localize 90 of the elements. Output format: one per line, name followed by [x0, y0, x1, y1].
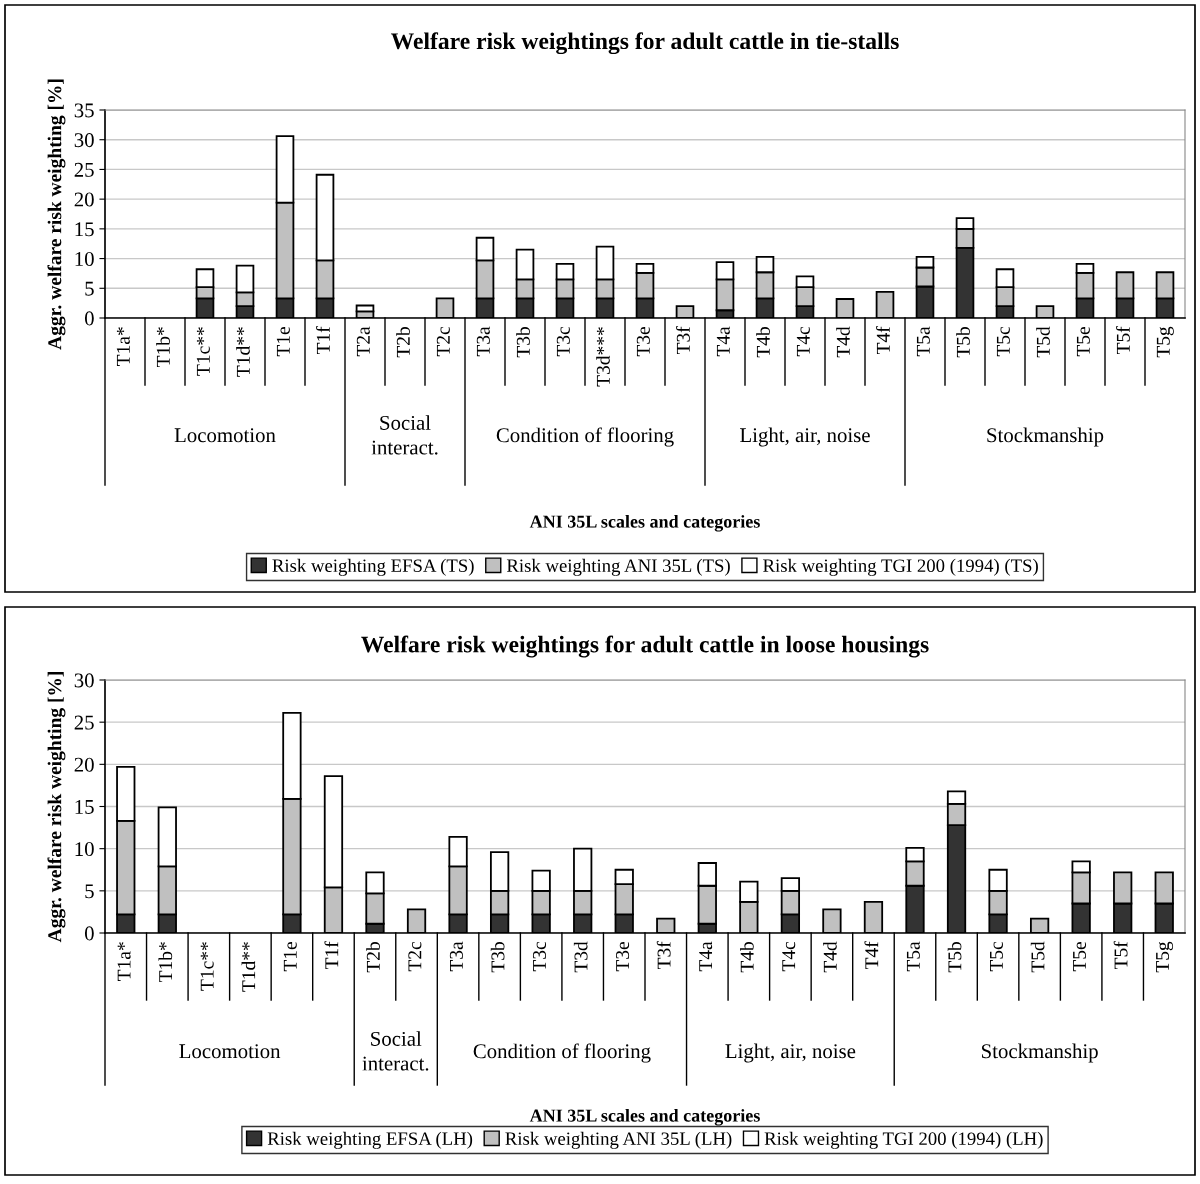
x-tick-label: T3a	[476, 326, 490, 357]
y-tick-label: 0	[84, 311, 94, 326]
x-tick-label: T3d***	[596, 327, 610, 387]
x-tick-label: T1c**	[200, 942, 214, 991]
x-tick-label: T2c	[408, 941, 422, 972]
x-tick-label: T4f	[864, 941, 879, 970]
x-tick-label: T4c	[796, 326, 810, 357]
text: Stockmanship	[981, 1043, 1098, 1063]
x-tick-label: T3b	[516, 327, 530, 358]
y-axis-title: Aggr. welfare risk weighting [%]	[47, 79, 66, 350]
x-tick-label: T5a	[906, 941, 920, 972]
chart-title: Welfare risk weightings for adult cattle in tie-stalls	[390, 32, 899, 55]
text: Locomotion	[179, 1044, 281, 1059]
x-tick-label: T5b	[947, 942, 962, 973]
x-tick-label: T3b	[490, 942, 505, 973]
x-tick-label: T1a*	[116, 327, 130, 366]
text: Condition of flooring	[496, 427, 674, 447]
x-tick-label: T1b*	[158, 942, 173, 983]
x-tick-label: T2c	[436, 326, 450, 357]
y-tick-label: 25	[74, 715, 94, 730]
legend-label: Risk weighting ANI 35L (LH)	[505, 1131, 732, 1149]
y-tick-label: 35	[74, 103, 94, 118]
x-tick-label: T4d	[836, 326, 850, 358]
x-tick-label: T4b	[740, 942, 754, 973]
x-tick-label: T4d	[823, 941, 837, 973]
text: Social interact.	[371, 415, 438, 455]
x-tick-label: T5b	[956, 327, 970, 358]
x-tick-label: T1f	[315, 326, 330, 355]
y-tick-label: 20	[74, 757, 94, 772]
x-tick-label: T5c	[990, 941, 1003, 972]
x-tick-label: T3f	[656, 941, 671, 970]
y-tick-label: 15	[75, 799, 94, 814]
x-tick-label: T1c**	[196, 327, 210, 376]
x-tick-label: T5d	[1030, 941, 1045, 973]
x-tick-label: T5d	[1036, 326, 1050, 358]
x-tick-label: T1e	[283, 942, 297, 972]
x-tick-label: T4c	[782, 941, 796, 972]
y-tick-label: 20	[74, 192, 94, 207]
y-tick-label: 0	[84, 926, 94, 941]
x-tick-label: T5e	[1076, 327, 1090, 357]
x-tick-label: T1b*	[156, 327, 170, 368]
y-tick-label: 25	[74, 162, 94, 177]
y-axis-title: Aggr. welfare risk weighting [%]	[47, 672, 66, 943]
legend-label: Risk weighting EFSA (TS)	[272, 558, 474, 576]
text: Locomotion	[174, 428, 276, 443]
x-axis-title: ANI 35L scales and categories	[529, 1109, 760, 1126]
text: Social interact.	[362, 1031, 429, 1071]
y-tick-label: 30	[74, 673, 94, 688]
x-tick-label: T3e	[616, 942, 630, 972]
x-tick-label: T3e	[636, 327, 650, 357]
x-tick-label: T1d**	[236, 327, 250, 377]
x-axis-title: ANI 35L scales and categories	[529, 515, 760, 532]
x-tick-label: T1d**	[241, 942, 256, 992]
x-tick-label: T3c	[556, 326, 570, 357]
x-tick-label: T5f	[1115, 326, 1130, 355]
legend-label: Risk weighting EFSA (LH)	[267, 1131, 473, 1149]
legend-label: Risk weighting TGI 200 (1994) (TS)	[763, 558, 1038, 576]
chart-title: Welfare risk weightings for adult cattle in loose housings	[361, 635, 929, 658]
x-tick-label: T3d	[573, 941, 588, 973]
x-tick-label: T5g	[1156, 941, 1174, 973]
legend-label: Risk weighting ANI 35L (TS)	[506, 558, 730, 576]
x-tick-label: T4b	[756, 327, 770, 358]
y-tick-label: 5	[85, 281, 94, 296]
y-tick-label: 30	[74, 133, 94, 148]
x-tick-label: T5e	[1073, 942, 1087, 972]
x-tick-label: T5c	[996, 326, 1010, 357]
text: Stockmanship	[987, 427, 1104, 447]
x-tick-label: T1a*	[117, 942, 131, 981]
x-tick-label: T1f	[324, 941, 339, 970]
x-tick-label: T2b	[396, 327, 410, 358]
text: Light, air, noise	[740, 427, 870, 447]
x-tick-label: T5g	[1156, 326, 1174, 358]
y-tick-label: 5	[85, 884, 94, 899]
x-tick-label: T3a	[449, 941, 463, 972]
text: Condition of flooring	[473, 1043, 651, 1063]
x-tick-label: T5f	[1113, 941, 1128, 970]
x-tick-label: T4f	[875, 326, 890, 355]
x-tick-label: T1e	[276, 327, 290, 357]
x-tick-label: T2a	[356, 326, 370, 357]
y-tick-label: 10	[75, 842, 94, 857]
text: Light, air, noise	[725, 1043, 856, 1063]
x-tick-label: T3f	[675, 326, 690, 355]
x-tick-label: T2b	[366, 942, 380, 973]
x-tick-label: T4a	[699, 941, 713, 972]
x-tick-label: T4a	[716, 326, 730, 357]
y-tick-label: 10	[75, 251, 94, 266]
y-tick-label: 15	[75, 222, 94, 237]
legend-label: Risk weighting TGI 200 (1994) (LH)	[764, 1131, 1043, 1149]
x-tick-label: T5a	[916, 326, 930, 357]
x-tick-label: T3c	[532, 941, 547, 972]
